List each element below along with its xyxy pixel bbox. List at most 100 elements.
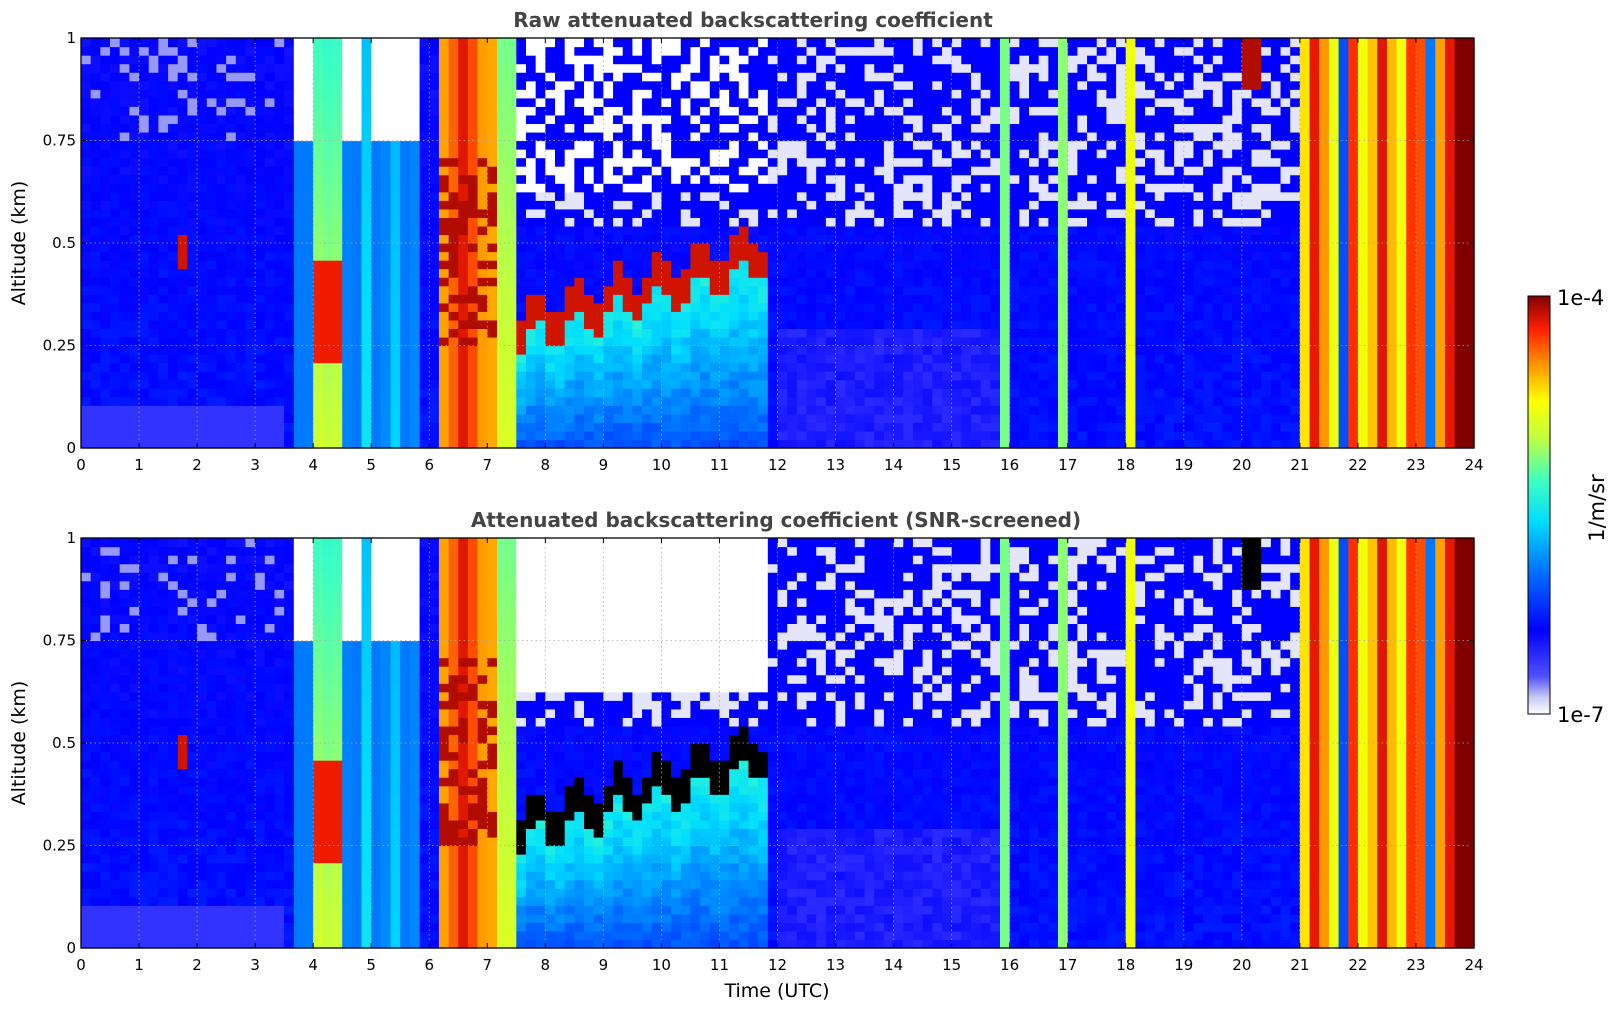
heatmap-cell [390,277,401,287]
heatmap-cell [467,319,479,330]
heatmap-cell [129,413,140,423]
heatmap-cell [342,166,353,176]
heatmap-cell [506,371,517,381]
heatmap-cell [700,123,711,133]
heatmap-cell [874,311,885,321]
heatmap-cell [564,422,575,432]
heatmap-cell [148,114,159,125]
heatmap-cell [700,234,711,244]
heatmap-cell [429,302,440,312]
heatmap-cell [487,106,498,116]
heatmap-cell [148,200,159,210]
heatmap-cell [255,362,266,372]
heatmap-cell [148,328,159,338]
heatmap-cell [148,430,159,441]
heatmap-cell [487,328,498,338]
heatmap-cell [110,439,121,449]
heatmap-cell [864,225,875,236]
heatmap-cell [651,234,663,244]
heatmap-cell [1038,311,1049,321]
heatmap-cell [226,157,237,167]
heatmap-cell [245,268,256,278]
heatmap-cell [709,140,721,150]
heatmap-cell [516,183,527,193]
heatmap-cell [854,243,866,253]
heatmap-cell [274,388,285,398]
heatmap-cell [825,200,837,210]
heatmap-cell [516,157,527,167]
heatmap-cell [970,225,982,236]
heatmap-cell [119,140,130,150]
heatmap-cell [274,439,285,449]
heatmap-cell [912,140,924,150]
heatmap-cell [516,217,527,227]
heatmap-cell [361,243,372,253]
heatmap-cell [496,217,508,227]
heatmap-cell [845,166,856,176]
heatmap-cell [767,251,779,261]
heatmap-cell [535,200,546,210]
heatmap-cell [197,166,208,176]
heatmap-cell [148,439,159,449]
heatmap-cell [970,379,982,389]
heatmap-cell [284,157,295,167]
heatmap-cell [738,345,750,355]
heatmap-cell [816,319,827,330]
heatmap-cell [1058,371,1069,381]
heatmap-cell [380,166,392,176]
heatmap-cell [903,311,914,321]
heatmap-cell [1067,319,1078,330]
heatmap-cell [632,328,643,338]
heatmap-cell [351,277,363,287]
heatmap-cell [322,72,334,82]
heatmap-cell [796,72,808,82]
heatmap-cell [206,319,218,330]
heatmap-cell [893,260,904,270]
heatmap-cell [845,302,856,312]
heatmap-cell [825,302,837,312]
heatmap-cell [139,55,150,65]
heatmap-cell [361,405,372,415]
heatmap-cell [574,89,585,99]
heatmap-cell [796,46,808,56]
heatmap-cell [226,174,237,184]
heatmap-cell [680,80,692,90]
heatmap-cell [506,379,517,389]
heatmap-cell [883,72,895,82]
heatmap-cell [322,311,334,321]
heatmap-cell [458,234,469,244]
heatmap-cell [487,149,498,159]
heatmap-cell [922,413,933,423]
heatmap-cell [129,200,140,210]
heatmap-cell [197,336,208,347]
heatmap-cell [332,311,343,321]
heatmap-cell [226,225,237,236]
heatmap-cell [680,149,692,159]
heatmap-cell [477,430,488,441]
heatmap-cell [1067,328,1078,338]
heatmap-cell [806,234,817,244]
heatmap-cell [477,234,488,244]
heatmap-cell [487,268,498,278]
heatmap-cell [448,131,459,142]
heatmap-cell [922,439,933,449]
heatmap-cell [129,319,140,330]
heatmap-cell [941,285,953,295]
heatmap-cell [535,166,546,176]
heatmap-cell [110,268,121,278]
heatmap-cell [990,251,1001,261]
heatmap-cell [245,72,256,82]
heatmap-cell [796,336,808,347]
heatmap-cell [729,200,740,210]
heatmap-cell [448,311,459,321]
heatmap-cell [438,234,450,244]
heatmap-cell [1009,80,1020,90]
heatmap-cell [400,422,411,432]
heatmap-cell [535,243,546,253]
heatmap-cell [419,183,430,193]
heatmap-cell [216,149,227,159]
heatmap-cell [400,336,411,347]
heatmap-cell [458,405,469,415]
heatmap-cell [264,208,276,218]
